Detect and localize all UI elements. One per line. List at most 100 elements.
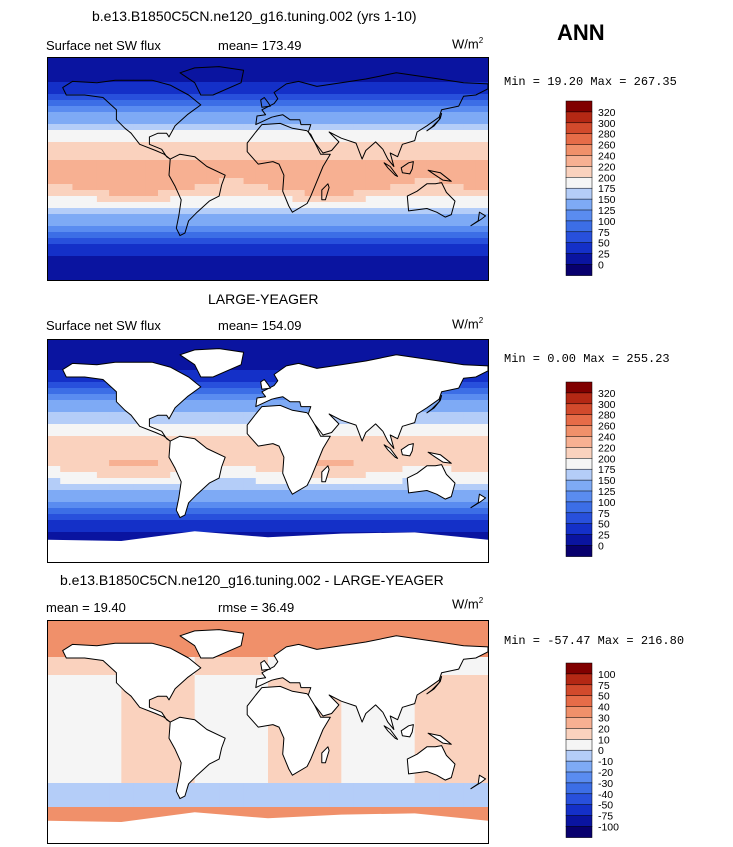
field-cell <box>426 190 440 197</box>
colorbar-swatch <box>565 728 593 740</box>
field-cell <box>72 136 86 143</box>
field-cell <box>292 400 306 407</box>
field-cell <box>341 352 355 359</box>
field-cell <box>60 669 74 676</box>
field-cell <box>145 795 159 802</box>
field-cell <box>414 735 428 742</box>
field-cell <box>316 166 330 173</box>
field-cell <box>341 484 355 491</box>
field-cell <box>206 490 220 497</box>
field-cell <box>451 178 465 185</box>
field-cell <box>48 250 61 257</box>
panel-2-continents <box>48 348 488 562</box>
field-cell <box>243 244 257 251</box>
field-cell <box>158 777 171 784</box>
field-cell <box>475 124 488 131</box>
field-cell <box>390 118 404 125</box>
field-cell <box>316 262 330 269</box>
field-cell <box>280 160 294 167</box>
field-cell <box>231 460 245 467</box>
field-cell <box>133 639 147 646</box>
field-cell <box>475 717 488 724</box>
field-cell <box>316 142 330 149</box>
field-cell <box>378 136 391 143</box>
field-cell <box>158 124 171 131</box>
field-cell <box>353 100 367 107</box>
field-cell <box>365 783 379 790</box>
field-cell <box>475 196 488 203</box>
field-cell <box>109 190 122 197</box>
field-cell <box>353 442 367 449</box>
field-cell <box>182 346 196 353</box>
field-cell <box>475 118 488 125</box>
field-cell <box>121 472 135 479</box>
field-cell <box>145 639 159 646</box>
field-cell <box>194 76 208 83</box>
field-cell <box>255 741 269 748</box>
field-cell <box>48 208 61 215</box>
field-cell <box>292 771 306 778</box>
field-cell <box>231 663 245 670</box>
field-cell <box>353 250 367 257</box>
field-cell <box>304 478 318 485</box>
field-cell <box>48 370 61 377</box>
field-cell <box>96 753 110 760</box>
field-cell <box>182 226 196 233</box>
field-cell <box>96 681 110 688</box>
field-cell <box>231 783 245 790</box>
field-cell <box>365 430 379 437</box>
field-cell <box>219 729 232 736</box>
field-cell <box>316 484 330 491</box>
colorbar-tick-label: 100 <box>598 217 616 228</box>
field-cell <box>109 520 122 527</box>
field-cell <box>451 633 465 640</box>
field-cell <box>316 801 330 808</box>
field-cell <box>475 430 488 437</box>
field-cell <box>402 88 416 95</box>
field-cell <box>414 136 428 143</box>
field-cell <box>402 777 416 784</box>
field-cell <box>194 70 208 77</box>
field-cell <box>158 418 171 425</box>
field-cell <box>451 358 465 365</box>
field-cell <box>341 64 355 71</box>
field-cell <box>72 771 86 778</box>
field-cell <box>60 58 74 65</box>
field-cell <box>439 70 452 77</box>
field-cell <box>182 645 196 652</box>
field-cell <box>463 382 477 389</box>
field-cell <box>60 250 74 257</box>
field-cell <box>48 801 61 808</box>
field-cell <box>84 400 98 407</box>
field-cell <box>96 88 110 95</box>
field-cell <box>378 753 391 760</box>
field-cell <box>170 352 184 359</box>
field-cell <box>194 490 208 497</box>
field-cell <box>48 681 61 688</box>
colorbar-swatch <box>565 468 593 481</box>
field-cell <box>475 214 488 221</box>
field-cell <box>255 100 269 107</box>
field-cell <box>463 148 477 155</box>
field-cell <box>463 532 477 539</box>
field-cell <box>353 142 367 149</box>
field-cell <box>475 154 488 161</box>
field-cell <box>390 753 404 760</box>
field-cell <box>72 124 86 131</box>
field-cell <box>255 759 269 766</box>
field-cell <box>231 178 245 185</box>
field-cell <box>365 268 379 275</box>
field-cell <box>304 627 318 634</box>
field-cell <box>255 82 269 89</box>
field-cell <box>145 340 159 347</box>
field-cell <box>121 244 135 251</box>
field-cell <box>194 136 208 143</box>
field-cell <box>96 430 110 437</box>
field-cell <box>72 633 86 640</box>
field-cell <box>463 729 477 736</box>
field-cell <box>231 484 245 491</box>
field-cell <box>451 196 465 203</box>
field-cell <box>475 502 488 509</box>
field-cell <box>316 250 330 257</box>
field-cell <box>280 801 294 808</box>
